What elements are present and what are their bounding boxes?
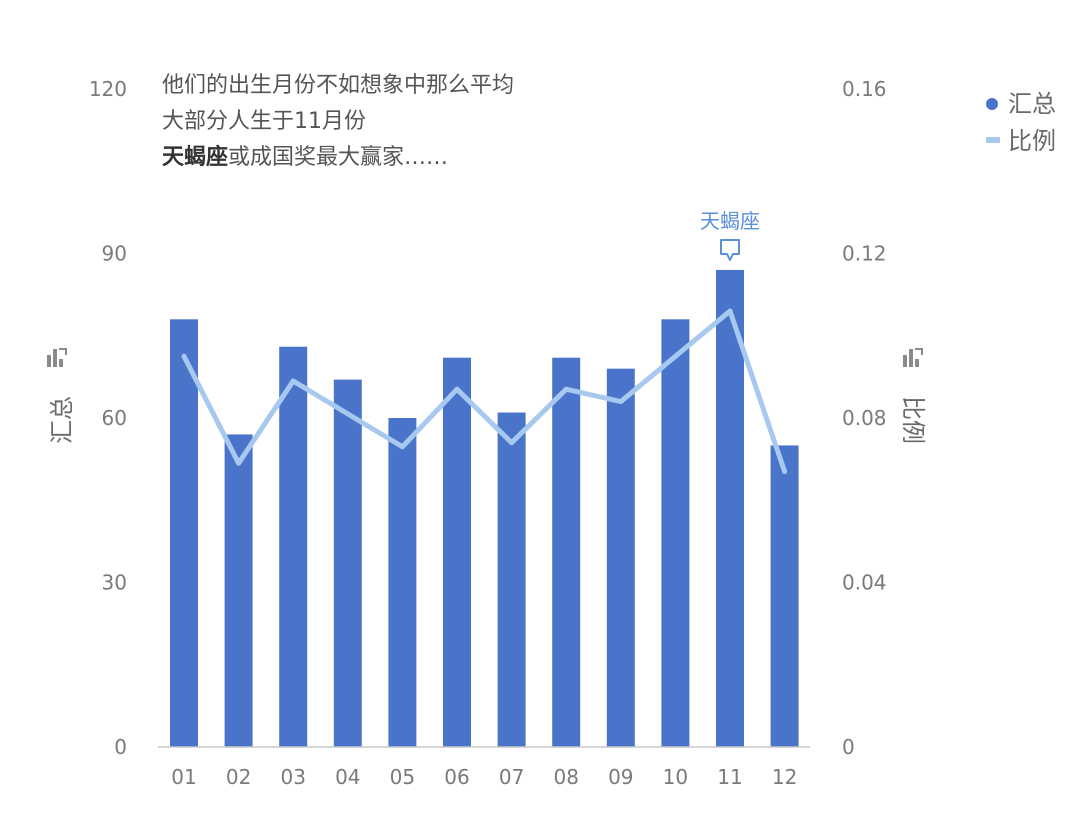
annotation-text: 他们的出生月份不如想象中那么平均	[162, 73, 514, 98]
right-y-tick-label: 0	[842, 735, 855, 759]
x-tick-label: 08	[553, 765, 578, 789]
bar	[661, 319, 690, 747]
axis-toggle-icon-right	[903, 348, 923, 367]
chart-annotation: 他们的出生月份不如想象中那么平均大部分人生于11月份天蝎座或成国奖最大赢家……	[162, 73, 514, 170]
line-point	[399, 444, 405, 450]
bar	[606, 368, 635, 747]
left-y-tick-label: 120	[89, 77, 127, 101]
legend-label-bar: 汇总	[1008, 90, 1056, 118]
bar	[333, 379, 362, 747]
right-y-axis-ticks: 0 0.04 0.08 0.12 0.16	[842, 77, 887, 759]
x-tick-label: 04	[335, 765, 360, 789]
left-axis-title-group: 汇总	[47, 348, 76, 444]
callout-label: 天蝎座	[700, 209, 760, 233]
annotation-line: 天蝎座或成国奖最大赢家……	[162, 144, 448, 170]
annotation-text: 或成国奖最大赢家……	[228, 145, 448, 170]
annotation-line: 大部分人生于11月份	[162, 109, 366, 134]
highlight-callout: 天蝎座	[700, 209, 760, 261]
bar	[170, 319, 198, 747]
bar	[224, 434, 253, 747]
left-y-tick-label: 90	[102, 242, 127, 266]
x-tick-label: 03	[280, 765, 305, 789]
x-tick-label: 12	[772, 765, 797, 789]
line-point	[782, 468, 788, 474]
legend-swatch-line	[986, 137, 1000, 143]
x-axis-ticks: 01 02 03 04 05 06 07 08 09 10 11 12	[171, 765, 797, 789]
x-tick-label: 05	[390, 765, 415, 789]
bar	[497, 412, 526, 747]
right-axis-title: 比例	[899, 396, 927, 444]
bar	[279, 346, 308, 747]
x-tick-label: 01	[171, 765, 196, 789]
axis-toggle-icon-left	[47, 348, 67, 367]
x-tick-label: 09	[608, 765, 633, 789]
bar	[552, 357, 581, 747]
left-y-axis-ticks: 0 30 60 90 120	[89, 77, 127, 759]
left-y-tick-label: 0	[114, 735, 127, 759]
x-tick-label: 10	[663, 765, 688, 789]
right-y-tick-label: 0.12	[842, 242, 887, 266]
line-point	[727, 308, 733, 314]
annotation-bold: 天蝎座	[162, 144, 228, 170]
bar-series	[170, 269, 799, 747]
right-y-tick-label: 0.16	[842, 77, 887, 101]
x-tick-label: 11	[717, 765, 742, 789]
bar	[388, 418, 417, 747]
legend: 汇总 比例	[986, 90, 1056, 155]
left-y-tick-label: 60	[102, 406, 127, 430]
line-point	[563, 386, 569, 392]
line-point	[672, 353, 678, 359]
line-point	[454, 386, 460, 392]
line-point	[618, 399, 624, 405]
left-axis-title: 汇总	[48, 396, 76, 444]
callout-marker-icon	[720, 238, 740, 261]
right-y-tick-label: 0.08	[842, 406, 887, 430]
left-y-tick-label: 30	[102, 571, 127, 595]
ratio-line	[181, 308, 788, 474]
line-point	[236, 460, 242, 466]
line-point	[509, 440, 515, 446]
legend-label-line: 比例	[1008, 127, 1056, 155]
line-point	[345, 411, 351, 417]
line-series	[181, 308, 788, 474]
x-tick-label: 07	[499, 765, 524, 789]
right-y-tick-label: 0.04	[842, 571, 887, 595]
bar	[770, 445, 799, 747]
annotation-text: 大部分人生于11月份	[162, 109, 366, 134]
line-point	[181, 353, 187, 359]
annotation-line: 他们的出生月份不如想象中那么平均	[162, 73, 514, 98]
legend-swatch-bar	[986, 98, 998, 110]
x-tick-label: 02	[226, 765, 251, 789]
bar	[443, 357, 471, 747]
right-axis-title-group: 比例	[899, 348, 927, 444]
line-point	[290, 378, 296, 384]
bar	[716, 269, 744, 747]
x-tick-label: 06	[444, 765, 469, 789]
